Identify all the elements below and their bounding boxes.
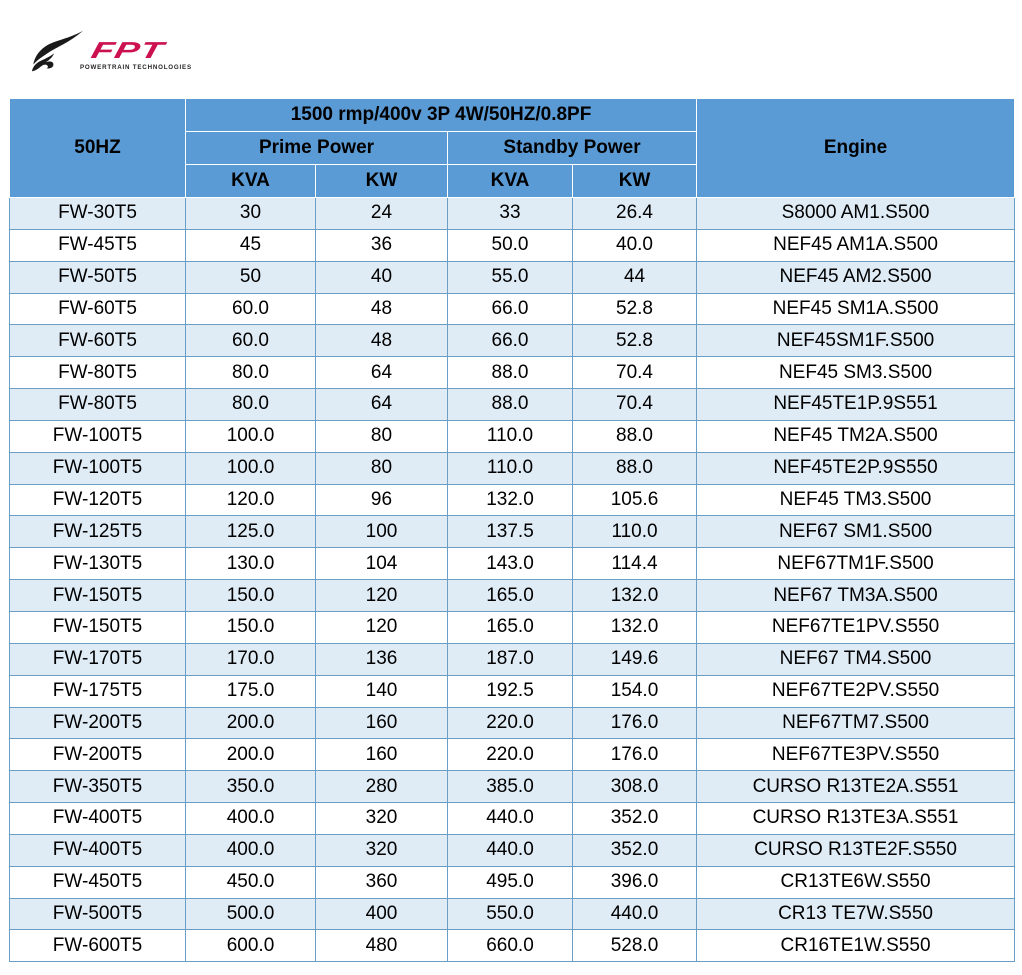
svg-text:POWERTRAIN TECHNOLOGIES: POWERTRAIN TECHNOLOGIES — [80, 64, 192, 71]
svg-text:FPT: FPT — [89, 37, 170, 63]
